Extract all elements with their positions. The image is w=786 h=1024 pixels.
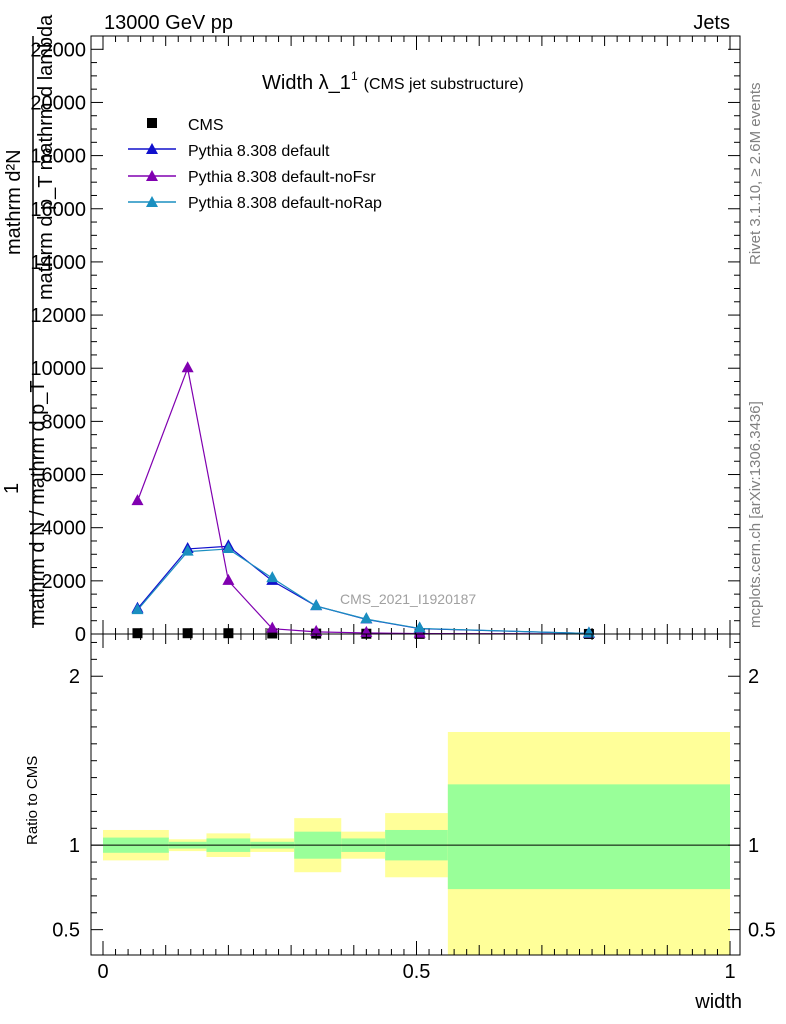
legend-label-default: Pythia 8.308 default	[188, 143, 330, 160]
mcplots-site-label: mcplots.cern.ch [arXiv:1306.3436]	[747, 401, 764, 628]
x-tick-label: 0	[97, 961, 108, 983]
ratio-bands	[103, 731, 730, 955]
data-point-mc	[413, 621, 426, 633]
legend-marker-square	[147, 118, 157, 128]
y-label-normalisation: mathrm d N / mathrm d p_T	[27, 380, 49, 626]
ratio-y-tick-label: 1	[69, 835, 80, 857]
ratio-y-axis-label: Ratio to CMS	[24, 756, 41, 845]
ratio-band-inner	[447, 784, 730, 890]
header-energy-label: 13000 GeV pp	[104, 12, 233, 34]
y-tick-label: 0	[75, 624, 86, 646]
data-point-mc	[181, 361, 194, 373]
y-tick-label: 10000	[30, 358, 86, 380]
header-process-label: Jets	[693, 12, 730, 34]
y-tick-label: 8000	[42, 411, 87, 433]
ratio-plot-frame	[90, 633, 741, 956]
data-point-mc	[310, 599, 323, 611]
y-tick-label: 22000	[30, 39, 86, 61]
y-tick-label: 18000	[30, 146, 86, 168]
data-point-mc	[181, 544, 194, 556]
data-point-cms	[267, 628, 278, 639]
data-point-mc	[222, 573, 235, 585]
y-tick-label: 6000	[42, 465, 87, 487]
ratio-y-tick-label: 0.5	[52, 920, 80, 942]
data-point-mc	[222, 541, 235, 553]
ratio-y-tick-label-right: 2	[748, 666, 759, 688]
data-point-mc	[360, 612, 373, 624]
data-point-cms	[223, 628, 234, 639]
legend-label-cms: CMS	[188, 117, 224, 134]
ratio-plot: 0.5 0.51 12 2 0 0.5 1 Ratio to CMS width	[24, 633, 776, 1013]
analysis-label: CMS_2021_I1920187	[340, 591, 476, 607]
legend-marker-triangle	[146, 170, 158, 181]
series-line	[137, 548, 589, 635]
y-label-one: 1	[1, 483, 23, 494]
data-point-mc	[310, 624, 323, 636]
y-label-numerator: mathrm d²N	[3, 149, 25, 255]
y-tick-label: 12000	[30, 305, 86, 327]
ratio-y-axis-ticks: 0.5 0.5 1 1 2 2	[52, 641, 776, 942]
rivet-version-label: Rivet 3.1.10, ≥ 2.6M events	[747, 83, 764, 266]
legend-marker-triangle	[146, 196, 158, 207]
ratio-y-tick-label: 2	[69, 666, 80, 688]
main-y-axis-label: 1 mathrm d²N mathrm d p_T mathrm d lambd…	[1, 14, 57, 628]
y-tick-label: 4000	[42, 518, 87, 540]
legend-label-nofsr: Pythia 8.308 default-noFsr	[188, 169, 376, 186]
y-label-denominator: mathrm d p_T mathrm d lambda	[35, 14, 57, 300]
ratio-y-tick-label-right: 1	[748, 835, 759, 857]
legend-entry-cms: CMS	[147, 117, 224, 134]
x-axis-label: width	[694, 991, 742, 1013]
data-point-mc	[266, 621, 279, 633]
legend-entry-default: Pythia 8.308 default	[128, 143, 330, 160]
data-point-mc	[266, 571, 279, 583]
data-point-mc	[131, 494, 144, 506]
data-point-cms	[182, 628, 193, 639]
chart-title: Width λ_11 (CMS jet substructure)	[262, 69, 524, 94]
ratio-y-tick-label-right: 0.5	[748, 920, 776, 942]
legend-entry-norap: Pythia 8.308 default-noRap	[128, 195, 382, 212]
main-plot: 0 2000 4000 6000 8000 10000 12000 14000 16000 180…	[1, 14, 741, 646]
main-y-axis-ticks: 0 2000 4000 6000 8000 10000 12000 14000 16000 180…	[30, 39, 740, 646]
y-tick-label: 2000	[42, 571, 87, 593]
legend: CMS Pythia 8.308 default Pythia 8.308 de…	[128, 117, 382, 212]
y-tick-label: 20000	[30, 92, 86, 114]
x-tick-label: 1	[724, 961, 735, 983]
series-line	[136, 366, 589, 635]
ratio-x-axis-ticks: 0 0.5 1	[97, 634, 736, 983]
y-tick-label: 16000	[30, 199, 86, 221]
y-tick-label: 14000	[30, 252, 86, 274]
data-point-mc	[131, 603, 144, 615]
x-tick-label: 0.5	[403, 961, 431, 983]
legend-label-norap: Pythia 8.308 default-noRap	[188, 195, 382, 212]
data-point-cms	[132, 628, 143, 639]
legend-entry-nofsr: Pythia 8.308 default-noFsr	[128, 169, 376, 186]
legend-marker-triangle	[146, 143, 158, 154]
main-series-lines	[136, 366, 589, 635]
